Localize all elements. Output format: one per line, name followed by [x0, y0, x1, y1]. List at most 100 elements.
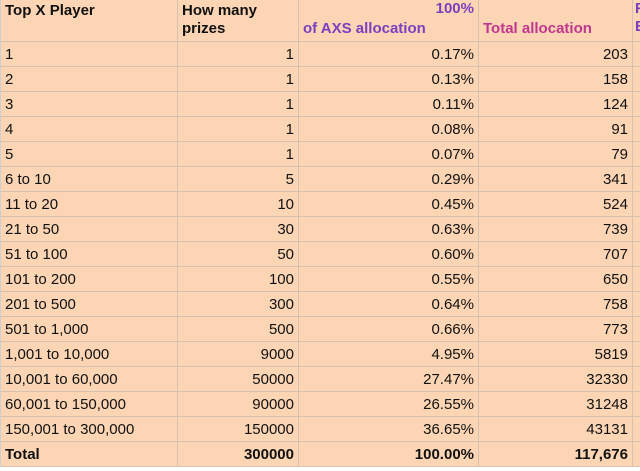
cell-axs-percent[interactable]: 26.55%: [299, 392, 479, 417]
cell-prizes[interactable]: 90000: [178, 392, 299, 417]
cell-prizes[interactable]: 1: [178, 42, 299, 67]
cell-total-allocation[interactable]: 650: [479, 267, 633, 292]
header-cell-how-many-prizes[interactable]: How many prizes: [178, 0, 299, 42]
cell-prizes[interactable]: 10: [178, 192, 299, 217]
cell-total-allocation[interactable]: 341: [479, 167, 633, 192]
cell-value: 50: [277, 245, 294, 263]
cell-prizes[interactable]: 1: [178, 67, 299, 92]
cell-total-allocation[interactable]: 773: [479, 317, 633, 342]
cell-total-allocation[interactable]: 158: [479, 67, 633, 92]
header-cell-total-allocation[interactable]: Total allocation: [479, 0, 633, 42]
cell-top-x-player[interactable]: 5: [1, 142, 178, 167]
cell-top-x-player[interactable]: 11 to 20: [1, 192, 178, 217]
cell-prizes[interactable]: 100: [178, 267, 299, 292]
cell-value: 32330: [586, 370, 628, 388]
cell-empty[interactable]: [633, 42, 640, 67]
cell-axs-percent[interactable]: 27.47%: [299, 367, 479, 392]
cell-prizes[interactable]: 5: [178, 167, 299, 192]
cell-empty[interactable]: [633, 417, 640, 442]
cell-empty[interactable]: [633, 242, 640, 267]
cell-empty[interactable]: [633, 217, 640, 242]
cell-prizes[interactable]: 50000: [178, 367, 299, 392]
cell-top-x-player[interactable]: 501 to 1,000: [1, 317, 178, 342]
cell-total-allocation[interactable]: 524: [479, 192, 633, 217]
cell-axs-percent[interactable]: 0.63%: [299, 217, 479, 242]
cell-empty[interactable]: [633, 342, 640, 367]
cell-total-allocation[interactable]: 32330: [479, 367, 633, 392]
cell-empty[interactable]: [633, 117, 640, 142]
cell-prizes[interactable]: 500: [178, 317, 299, 342]
cell-value: 0.13%: [431, 70, 474, 88]
cell-total-allocation[interactable]: 739: [479, 217, 633, 242]
cell-total-allocation[interactable]: 31248: [479, 392, 633, 417]
cell-empty[interactable]: [633, 167, 640, 192]
cell-empty[interactable]: [633, 67, 640, 92]
cell-prizes[interactable]: 1: [178, 92, 299, 117]
cell-total-allocation[interactable]: 43131: [479, 417, 633, 442]
cell-value: 0.08%: [431, 120, 474, 138]
total-cell-empty[interactable]: [633, 442, 640, 467]
cell-top-x-player[interactable]: 2: [1, 67, 178, 92]
cell-top-x-player[interactable]: 4: [1, 117, 178, 142]
cell-axs-percent[interactable]: 0.60%: [299, 242, 479, 267]
cell-prizes[interactable]: 50: [178, 242, 299, 267]
cell-value: 300000: [243, 445, 294, 463]
cell-total-allocation[interactable]: 707: [479, 242, 633, 267]
cell-axs-percent[interactable]: 0.66%: [299, 317, 479, 342]
cell-axs-percent[interactable]: 0.45%: [299, 192, 479, 217]
cell-total-allocation[interactable]: 124: [479, 92, 633, 117]
cell-top-x-player[interactable]: 21 to 50: [1, 217, 178, 242]
cell-value: 1: [5, 45, 14, 63]
cell-top-x-player[interactable]: 51 to 100: [1, 242, 178, 267]
cell-value: 90000: [252, 395, 294, 413]
header-cell-axs-allocation[interactable]: 100% of AXS allocation: [299, 0, 479, 42]
cell-prizes[interactable]: 1: [178, 117, 299, 142]
cell-empty[interactable]: [633, 392, 640, 417]
cell-prizes[interactable]: 1: [178, 142, 299, 167]
cell-top-x-player[interactable]: 101 to 200: [1, 267, 178, 292]
cell-axs-percent[interactable]: 0.64%: [299, 292, 479, 317]
cell-axs-percent[interactable]: 0.08%: [299, 117, 479, 142]
header-cell-top-x-player[interactable]: Top X Player: [1, 0, 178, 42]
cell-empty[interactable]: [633, 142, 640, 167]
cell-top-x-player[interactable]: 1: [1, 42, 178, 67]
total-cell-prizes[interactable]: 300000: [178, 442, 299, 467]
cell-axs-percent[interactable]: 0.55%: [299, 267, 479, 292]
cell-empty[interactable]: [633, 92, 640, 117]
cell-prizes[interactable]: 300: [178, 292, 299, 317]
total-cell-total-allocation[interactable]: 117,676: [479, 442, 633, 467]
cell-axs-percent[interactable]: 0.11%: [299, 92, 479, 117]
cell-value: 0.17%: [431, 45, 474, 63]
cell-top-x-player[interactable]: 3: [1, 92, 178, 117]
cell-axs-percent[interactable]: 4.95%: [299, 342, 479, 367]
cell-value: 79: [611, 145, 628, 163]
cell-empty[interactable]: [633, 317, 640, 342]
cell-top-x-player[interactable]: 60,001 to 150,000: [1, 392, 178, 417]
cell-value: 201 to 500: [5, 295, 76, 313]
cell-axs-percent[interactable]: 0.29%: [299, 167, 479, 192]
cell-empty[interactable]: [633, 292, 640, 317]
cell-axs-percent[interactable]: 0.07%: [299, 142, 479, 167]
cell-empty[interactable]: [633, 367, 640, 392]
cell-top-x-player[interactable]: 10,001 to 60,000: [1, 367, 178, 392]
total-cell-top-x-player[interactable]: Total: [1, 442, 178, 467]
cell-top-x-player[interactable]: 6 to 10: [1, 167, 178, 192]
cell-prizes[interactable]: 9000: [178, 342, 299, 367]
total-cell-axs-percent[interactable]: 100.00%: [299, 442, 479, 467]
cell-top-x-player[interactable]: 150,001 to 300,000: [1, 417, 178, 442]
cell-total-allocation[interactable]: 5819: [479, 342, 633, 367]
cell-empty[interactable]: [633, 267, 640, 292]
cell-top-x-player[interactable]: 201 to 500: [1, 292, 178, 317]
cell-axs-percent[interactable]: 0.17%: [299, 42, 479, 67]
cell-prizes[interactable]: 150000: [178, 417, 299, 442]
cell-axs-percent[interactable]: 36.65%: [299, 417, 479, 442]
cell-total-allocation[interactable]: 91: [479, 117, 633, 142]
cell-empty[interactable]: [633, 192, 640, 217]
header-cell-truncated[interactable]: F E: [633, 0, 640, 42]
cell-prizes[interactable]: 30: [178, 217, 299, 242]
cell-axs-percent[interactable]: 0.13%: [299, 67, 479, 92]
cell-total-allocation[interactable]: 79: [479, 142, 633, 167]
cell-total-allocation[interactable]: 758: [479, 292, 633, 317]
cell-total-allocation[interactable]: 203: [479, 42, 633, 67]
cell-top-x-player[interactable]: 1,001 to 10,000: [1, 342, 178, 367]
